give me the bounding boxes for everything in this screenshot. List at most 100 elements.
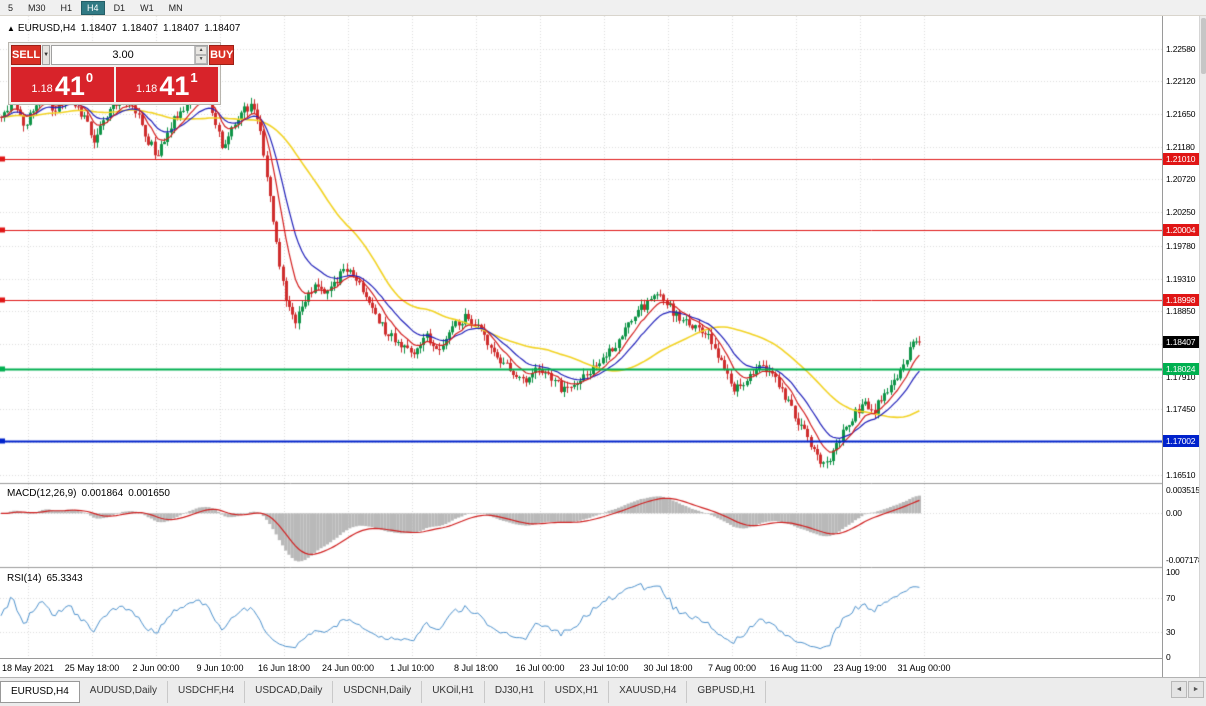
level-price-badge: 1.21010 (1163, 153, 1200, 166)
tab-scroll-left-button[interactable]: ◄ (1171, 681, 1187, 698)
trade-panel-toggle-icon[interactable]: ▲ (7, 24, 15, 33)
rsi-axis-tick: 30 (1166, 626, 1176, 637)
macd-indicator-label: MACD(12,26,9) 0.001864 0.001650 (7, 488, 175, 499)
price-axis-tick: 1.21650 (1166, 109, 1196, 120)
symbol-tab-bar: EURUSD,H4 AUDUSD,Daily USDCHF,H4 USDCAD,Dai… (0, 677, 1206, 706)
macd-axis-tick: 0.00 (1166, 508, 1182, 519)
price-axis-tick: 1.16510 (1166, 470, 1196, 481)
vertical-scrollbar-thumb[interactable] (1201, 18, 1206, 74)
time-axis-label: 16 Aug 11:00 (769, 663, 823, 673)
price-axis-tick: 1.22580 (1166, 43, 1196, 54)
volume-decrease-button[interactable]: ▼ (195, 55, 208, 64)
time-axis-label: 8 Jul 18:00 (453, 663, 499, 673)
price-axis-tick: 1.17910 (1166, 371, 1196, 382)
price-axis-tick: 1.21180 (1166, 142, 1195, 153)
macd-axis-tick: 0.003515 (1166, 485, 1200, 496)
symbol-tab-xauusd-h4[interactable]: XAUUSD,H4 (609, 681, 688, 703)
volume-box: ▲ ▼ (51, 45, 209, 65)
rsi-axis-tick: 0 (1166, 652, 1171, 662)
symbol-tab-dj30-h1[interactable]: DJ30,H1 (484, 681, 545, 703)
time-axis-label: 16 Jun 18:00 (257, 663, 311, 673)
sell-price-pips: 41 (54, 71, 85, 101)
time-axis-label: 23 Jul 10:00 (579, 663, 629, 673)
sell-button[interactable]: SELL (11, 45, 42, 65)
timeframe-toolbar: 5 M30 H1 H4 D1 W1 MN (0, 0, 1206, 16)
macd-name: MACD(12,26,9) (7, 488, 77, 499)
chart-symbol-period: EURUSD,H4 (17, 23, 76, 34)
symbol-tabs: EURUSD,H4 AUDUSD,Daily USDCHF,H4 USDCAD,Dai… (0, 681, 767, 703)
level-price-badge: 1.18998 (1163, 294, 1200, 307)
time-axis-label: 24 Jun 00:00 (321, 663, 375, 673)
price-axis-tick: 1.18850 (1166, 305, 1196, 316)
time-axis-label: 2 Jun 00:00 (132, 663, 180, 673)
macd-value-main: 0.001864 (81, 488, 124, 499)
macd-axis-tick: -0.007178 (1166, 554, 1203, 565)
ohlc-high: 1.18407 (121, 23, 159, 34)
ohlc-close: 1.18407 (204, 23, 241, 34)
rsi-indicator-label: RSI(14) 65.3343 (7, 573, 88, 584)
buy-button[interactable]: BUY (209, 45, 235, 65)
sell-price-pipette: 0 (85, 70, 94, 85)
price-axis-tick: 1.20720 (1166, 174, 1196, 185)
macd-value-signal: 0.001650 (128, 488, 170, 499)
symbol-tab-usdx-h1[interactable]: USDX,H1 (544, 681, 610, 703)
time-axis-label: 16 Jul 00:00 (515, 663, 565, 673)
price-axis-tick: 1.17450 (1166, 404, 1196, 415)
rsi-axis-tick: 70 (1166, 592, 1176, 603)
buy-price-pips: 41 (159, 71, 190, 101)
rsi-name: RSI(14) (7, 573, 42, 584)
tab-scroll-right-button[interactable]: ► (1188, 681, 1204, 698)
volume-input[interactable] (52, 46, 195, 64)
timeframe-button-5[interactable]: 5 (2, 1, 19, 15)
sell-price-display[interactable]: 1.18 41 0 (11, 67, 114, 102)
level-price-badge: 1.18024 (1163, 362, 1200, 375)
timeframe-button-h1[interactable]: H1 (55, 1, 79, 15)
volume-dropdown-button[interactable]: ▼ (42, 45, 51, 65)
time-axis-label: 23 Aug 19:00 (833, 663, 887, 673)
timeframe-button-d1[interactable]: D1 (108, 1, 132, 15)
rsi-value: 65.3343 (46, 573, 83, 584)
time-axis-label: 31 Aug 00:00 (897, 663, 951, 673)
time-axis-label: 25 May 18:00 (64, 663, 120, 673)
time-axis[interactable]: 18 May 2021 25 May 18:00 2 Jun 00:00 9 Jun … (0, 658, 1162, 677)
sell-price-bigfigure: 1.18 (31, 83, 53, 95)
chart-ohlc-header: ▲ EURUSD,H4 1.18407 1.18407 1.18407 1.18407 (7, 23, 240, 34)
price-chart-canvas[interactable] (0, 16, 1162, 658)
buy-price-display[interactable]: 1.18 41 1 (115, 67, 218, 102)
ohlc-open: 1.18407 (80, 23, 117, 34)
time-axis-label: 9 Jun 10:00 (196, 663, 244, 673)
symbol-tab-usdchf-h4[interactable]: USDCHF,H4 (168, 681, 246, 703)
symbol-tab-usdcnh-daily[interactable]: USDCNH,Daily (333, 681, 423, 703)
time-axis-label: 30 Jul 18:00 (643, 663, 693, 673)
symbol-tab-usdcad-daily[interactable]: USDCAD,Daily (245, 681, 334, 703)
current-price-badge: 1.18407 (1163, 336, 1200, 349)
volume-stepper: ▲ ▼ (194, 46, 208, 64)
time-axis-label: 18 May 2021 (1, 663, 55, 673)
price-axis-tick: 1.22120 (1166, 76, 1196, 87)
time-axis-label: 7 Aug 00:00 (707, 663, 757, 673)
timeframe-button-h4[interactable]: H4 (81, 0, 105, 15)
up-arrow-icon: ▲ (198, 47, 204, 53)
ohlc-low: 1.18407 (163, 23, 200, 34)
timeframe-button-m30[interactable]: M30 (22, 1, 52, 15)
level-price-badge: 1.17002 (1163, 434, 1200, 447)
timeframe-button-w1[interactable]: W1 (134, 1, 160, 15)
symbol-tab-audusd-daily[interactable]: AUDUSD,Daily (79, 681, 169, 703)
symbol-tab-eurusd-h4[interactable]: EURUSD,H4 (0, 681, 80, 703)
volume-increase-button[interactable]: ▲ (195, 46, 208, 55)
symbol-tab-ukoil-h1[interactable]: UKOil,H1 (422, 681, 485, 703)
down-arrow-icon: ▼ (198, 56, 204, 62)
chevron-down-icon: ▼ (43, 52, 50, 58)
timeframe-button-mn[interactable]: MN (163, 1, 189, 15)
level-price-badge: 1.20004 (1163, 223, 1200, 236)
vertical-scrollbar[interactable] (1199, 16, 1206, 677)
price-axis-tick: 1.20250 (1166, 207, 1196, 218)
buy-price-bigfigure: 1.18 (135, 83, 158, 95)
symbol-tab-gbpusd-h1[interactable]: GBPUSD,H1 (687, 681, 767, 703)
one-click-trading-panel: SELL ▼ ▲ ▼ BUY 1.18 41 0 1.18 41 1 (8, 42, 235, 105)
right-arrow-icon: ► (1192, 686, 1200, 693)
price-axis-tick: 1.19780 (1166, 240, 1196, 251)
price-axis[interactable]: 1.22580 1.22120 1.21650 1.21180 1.20720 1.202… (1162, 16, 1203, 677)
tab-scroll-controls: ◄ ► (1171, 681, 1206, 698)
left-arrow-icon: ◄ (1175, 686, 1183, 693)
